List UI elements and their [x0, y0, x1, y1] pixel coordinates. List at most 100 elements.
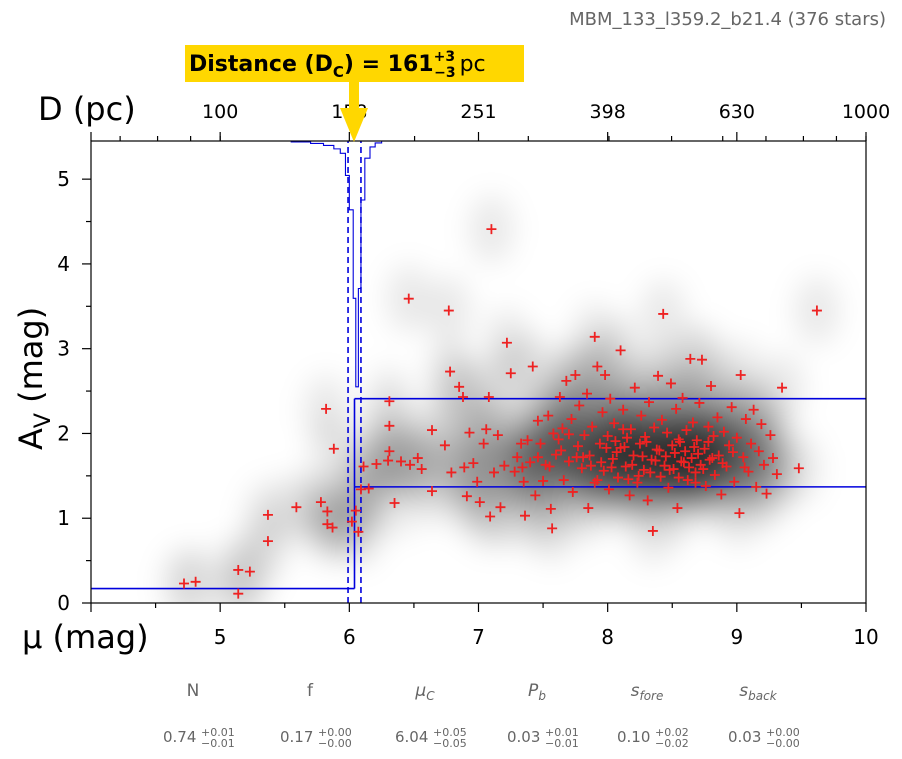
star-marker: [689, 442, 700, 453]
y-tick-label: 4: [57, 252, 70, 276]
star-marker: [262, 509, 273, 520]
star-marker: [557, 423, 568, 434]
star-marker: [353, 526, 364, 537]
star-marker: [740, 414, 751, 425]
param-name: μC: [414, 681, 435, 703]
star-marker: [761, 488, 772, 499]
star-marker: [443, 305, 454, 316]
star-marker: [645, 467, 656, 478]
y-axis-ticks: 0 1 2 3 4 5: [57, 167, 91, 615]
star-marker: [673, 472, 684, 483]
star-marker: [485, 511, 496, 522]
star-marker: [532, 415, 543, 426]
star-marker: [610, 436, 621, 447]
chart-title: MBM_133_l359.2_b21.4 (376 stars): [569, 9, 886, 30]
param-value: 0.03: [507, 728, 540, 746]
star-marker: [751, 481, 762, 492]
star-marker: [233, 564, 244, 575]
star-marker: [663, 482, 674, 493]
star-marker: [660, 451, 671, 462]
star-marker: [629, 382, 640, 393]
star-marker: [556, 445, 567, 456]
star-marker: [547, 523, 558, 534]
y-axis-title: AV (mag): [12, 307, 56, 450]
star-marker: [712, 412, 723, 423]
star-marker: [753, 446, 764, 457]
star-marker: [653, 370, 664, 381]
star-marker: [291, 502, 302, 513]
star-marker: [687, 417, 698, 428]
star-marker: [445, 366, 456, 377]
star-marker: [597, 407, 608, 418]
param-name: f: [307, 681, 314, 701]
y-tick-label: 1: [57, 506, 70, 530]
star-marker: [717, 458, 728, 469]
star-marker: [675, 436, 685, 447]
star-marker: [403, 293, 414, 304]
star-marker: [746, 438, 757, 449]
param-upper-error: +0.00: [318, 726, 352, 739]
x-axis-title: μ (mag): [22, 618, 149, 656]
star-marker: [611, 447, 622, 458]
star-marker: [563, 456, 574, 467]
star-marker: [682, 475, 693, 486]
star-marker: [696, 354, 707, 365]
star-marker: [690, 477, 701, 488]
param-upper-error: +0.02: [655, 726, 689, 739]
star-marker: [190, 576, 201, 587]
star-marker: [548, 428, 559, 439]
star-marker: [647, 525, 658, 536]
param-value: 6.04: [395, 728, 428, 746]
star-marker: [619, 442, 630, 453]
star-marker: [681, 425, 692, 436]
star-marker: [454, 381, 465, 392]
star-marker: [607, 453, 618, 464]
star-marker: [656, 414, 667, 425]
y-tick-label: 2: [57, 421, 70, 445]
star-marker: [572, 441, 583, 452]
star-marker: [655, 471, 666, 482]
star-marker: [321, 403, 332, 414]
star-marker: [628, 450, 639, 461]
star-marker: [768, 453, 778, 464]
star-marker: [706, 380, 716, 391]
star-marker: [739, 462, 750, 473]
star-marker: [571, 452, 582, 463]
star-marker: [659, 460, 670, 471]
param-lower-error: −0.01: [545, 737, 579, 750]
star-marker: [478, 438, 489, 449]
star-marker: [464, 427, 475, 438]
x-tick-label: 8: [601, 625, 614, 649]
star-marker: [718, 426, 729, 437]
param-lower-error: −0.02: [655, 737, 689, 750]
star-marker: [363, 483, 374, 494]
star-marker: [620, 461, 631, 472]
star-marker: [664, 464, 675, 475]
star-marker: [641, 436, 652, 447]
star-marker: [412, 453, 423, 464]
star-marker: [327, 522, 338, 533]
star-marker: [587, 421, 598, 432]
star-marker: [495, 502, 506, 513]
star-marker: [667, 440, 678, 451]
star-marker: [716, 489, 727, 500]
star-marker: [627, 459, 638, 470]
star-marker: [458, 392, 468, 403]
star-marker: [756, 419, 767, 430]
top-tick-label: 1000: [842, 101, 890, 123]
cloud-model-lines: [91, 141, 866, 603]
star-marker: [658, 308, 669, 319]
star-marker: [492, 430, 503, 441]
x-axis-ticks: 5 6 7 8 9 10: [90, 603, 879, 649]
star-marker: [554, 392, 565, 403]
star-marker: [600, 369, 611, 380]
star-marker: [678, 457, 689, 468]
star-marker: [439, 440, 450, 451]
x-tick-label: 5: [214, 625, 227, 649]
top-tick-label: 100: [202, 101, 238, 123]
star-marker: [633, 470, 644, 481]
star-marker: [518, 476, 529, 487]
star-marker: [358, 461, 369, 472]
star-marker: [698, 464, 709, 475]
